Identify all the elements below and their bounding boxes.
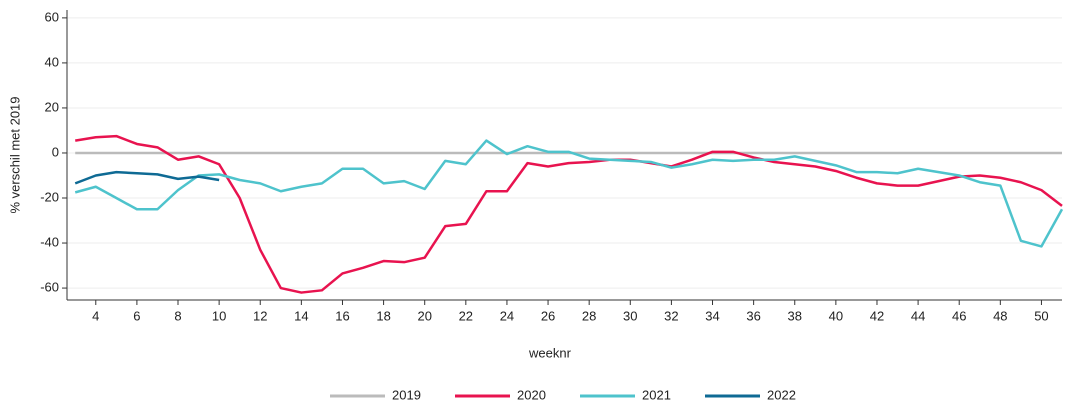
x-tick-label: 6 <box>133 308 140 323</box>
line-series <box>75 134 1063 294</box>
x-tick-label: 32 <box>664 308 678 323</box>
x-tick-label: 34 <box>705 308 719 323</box>
x-tick-label: 40 <box>829 308 843 323</box>
legend-label: 2020 <box>517 387 546 402</box>
x-tick-label: 44 <box>911 308 925 323</box>
legend-label: 2022 <box>767 387 796 402</box>
y-tick-label: -60 <box>40 280 59 295</box>
x-tick-label: 50 <box>1034 308 1048 323</box>
y-axis-label: % verschil met 2019 <box>7 96 22 213</box>
legend-label: 2019 <box>392 387 421 402</box>
x-tick-label: 30 <box>623 308 637 323</box>
x-tick-label: 28 <box>582 308 596 323</box>
x-tick-label: 22 <box>459 308 473 323</box>
line-series <box>74 170 220 185</box>
y-tick-label: 60 <box>45 9 59 24</box>
y-tick-label: 20 <box>45 99 59 114</box>
x-tick-label: 4 <box>92 308 99 323</box>
x-tick-label: 46 <box>952 308 966 323</box>
x-tick-label: 36 <box>746 308 760 323</box>
x-tick-label: 48 <box>993 308 1007 323</box>
x-tick-label: 26 <box>541 308 555 323</box>
x-tick-label: 24 <box>500 308 514 323</box>
x-tick-label: 8 <box>174 308 181 323</box>
y-tick-label: 40 <box>45 54 59 69</box>
line-series <box>74 139 1064 248</box>
x-tick-label: 18 <box>376 308 390 323</box>
x-tick-label: 20 <box>417 308 431 323</box>
y-tick-label: -20 <box>40 189 59 204</box>
x-tick-label: 38 <box>788 308 802 323</box>
x-tick-label: 12 <box>253 308 267 323</box>
x-tick-label: 14 <box>294 308 308 323</box>
legend-label: 2021 <box>642 387 671 402</box>
x-tick-label: 10 <box>212 308 226 323</box>
x-tick-label: 16 <box>335 308 349 323</box>
y-tick-label: -40 <box>40 234 59 249</box>
x-tick-label: 42 <box>870 308 884 323</box>
y-tick-label: 0 <box>52 144 59 159</box>
x-axis-label: weeknr <box>528 345 572 360</box>
